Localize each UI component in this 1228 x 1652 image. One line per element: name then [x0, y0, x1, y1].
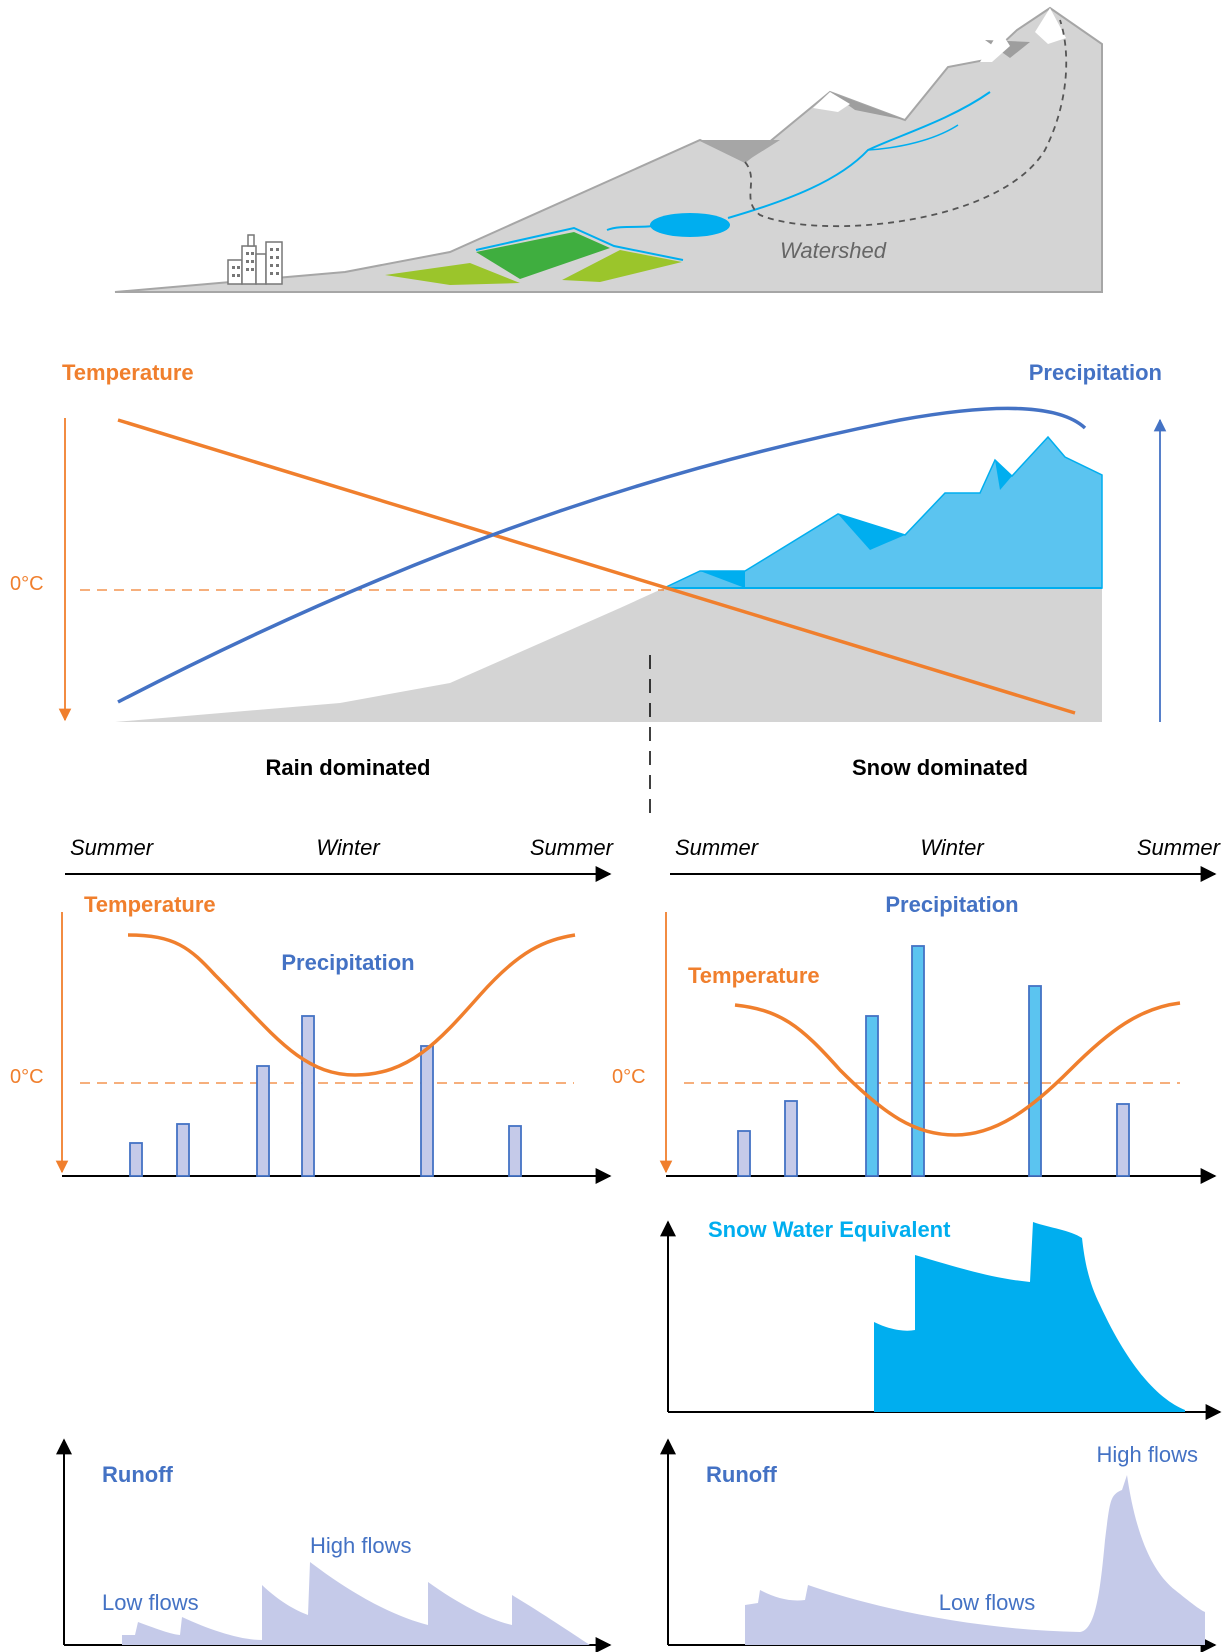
- peak-shade: [700, 140, 780, 162]
- city-icon: [227, 234, 283, 285]
- rain-precip-bar-3: [256, 1065, 270, 1177]
- field-light: [562, 250, 682, 282]
- elevation-precipitation-label: Precipitation: [1029, 360, 1162, 385]
- snow-temperature-label: Temperature: [688, 963, 820, 988]
- snow-precip-bar-4: [911, 945, 925, 1177]
- rain-precip-bar-2: [176, 1123, 190, 1177]
- river: [606, 225, 653, 231]
- rain-seasonal-panel: Summer Winter Summer Temperature Precipi…: [10, 835, 615, 1184]
- snow-shade: [700, 571, 745, 588]
- rain-dominated-label: Rain dominated: [265, 755, 430, 780]
- snow-runoff-area: [745, 1475, 1205, 1645]
- field-light: [385, 263, 520, 285]
- peak-shade: [830, 92, 905, 120]
- watershed-illustration: Watershed: [114, 6, 1103, 293]
- snow-precip-bar-2: [784, 1100, 798, 1177]
- rain-zero-label: 0°C: [10, 1066, 44, 1088]
- snow-precip-bar-1: [737, 1130, 751, 1177]
- snow-season-mid: Winter: [920, 835, 985, 860]
- elevation-precipitation-curve: [117, 406, 1087, 704]
- snow-season-start: Summer: [675, 835, 760, 860]
- rain-high-flows-label: High flows: [310, 1533, 411, 1558]
- snow-zero-label: 0°C: [612, 1066, 646, 1088]
- elevation-zero-label: 0°C: [10, 573, 44, 595]
- snow-season-end: Summer: [1137, 835, 1222, 860]
- rain-precipitation-label: Precipitation: [281, 950, 414, 975]
- rain-precip-bars: [129, 1015, 522, 1177]
- snow-runoff-label: Runoff: [706, 1462, 778, 1487]
- rain-temperature-label: Temperature: [84, 892, 216, 917]
- rain-season-mid: Winter: [316, 835, 381, 860]
- rain-precip-bar-1: [129, 1142, 143, 1177]
- lake: [650, 213, 730, 237]
- rain-precip-bar-4: [301, 1015, 315, 1177]
- field-boundary: [475, 226, 684, 261]
- mountain-terrain: [114, 6, 1103, 293]
- snow-precip-bar-6: [1116, 1103, 1130, 1177]
- field-dark: [476, 232, 610, 279]
- snow-cap: [980, 30, 1010, 62]
- watershed-label: Watershed: [780, 238, 887, 263]
- river-tributary: [867, 124, 959, 151]
- elevation-snowpack: [663, 435, 1103, 589]
- snow-seasonal-panel: Summer Winter Summer Precipitation Tempe…: [612, 835, 1222, 1184]
- rain-runoff-area: [122, 1562, 590, 1645]
- rain-season-start: Summer: [70, 835, 155, 860]
- snow-cap: [1035, 8, 1066, 44]
- rain-low-flows-label: Low flows: [102, 1590, 199, 1615]
- snow-cap: [813, 92, 850, 112]
- rain-runoff-panel: Runoff Low flows High flows: [56, 1438, 612, 1652]
- river: [727, 91, 991, 219]
- elevation-temperature-label: Temperature: [62, 360, 194, 385]
- rain-precip-bar-6: [508, 1125, 522, 1177]
- swe-label: Snow Water Equivalent: [708, 1217, 951, 1242]
- elevation-panel: Temperature Precipitation 0°C Rain domin…: [10, 360, 1167, 820]
- swe-area: [874, 1222, 1185, 1412]
- rain-precip-bar-5: [420, 1045, 434, 1177]
- snow-runoff-panel: Runoff Low flows High flows: [660, 1438, 1217, 1652]
- elevation-temperature-line: [117, 418, 1076, 715]
- snow-shade: [838, 514, 905, 550]
- swe-panel: Snow Water Equivalent: [660, 1217, 1222, 1420]
- snow-temperature-curve: [734, 1001, 1181, 1137]
- rain-runoff-label: Runoff: [102, 1462, 174, 1487]
- snow-precipitation-label: Precipitation: [885, 892, 1018, 917]
- snow-precip-bar-5: [1028, 985, 1042, 1177]
- snow-dominated-label: Snow dominated: [852, 755, 1028, 780]
- watershed-boundary: [744, 19, 1068, 227]
- snow-low-flows-label: Low flows: [939, 1590, 1036, 1615]
- snow-shade: [995, 460, 1012, 490]
- elevation-terrain: [115, 588, 1102, 722]
- rain-season-end: Summer: [530, 835, 615, 860]
- rain-temperature-curve: [127, 933, 576, 1077]
- snow-high-flows-label: High flows: [1097, 1442, 1198, 1467]
